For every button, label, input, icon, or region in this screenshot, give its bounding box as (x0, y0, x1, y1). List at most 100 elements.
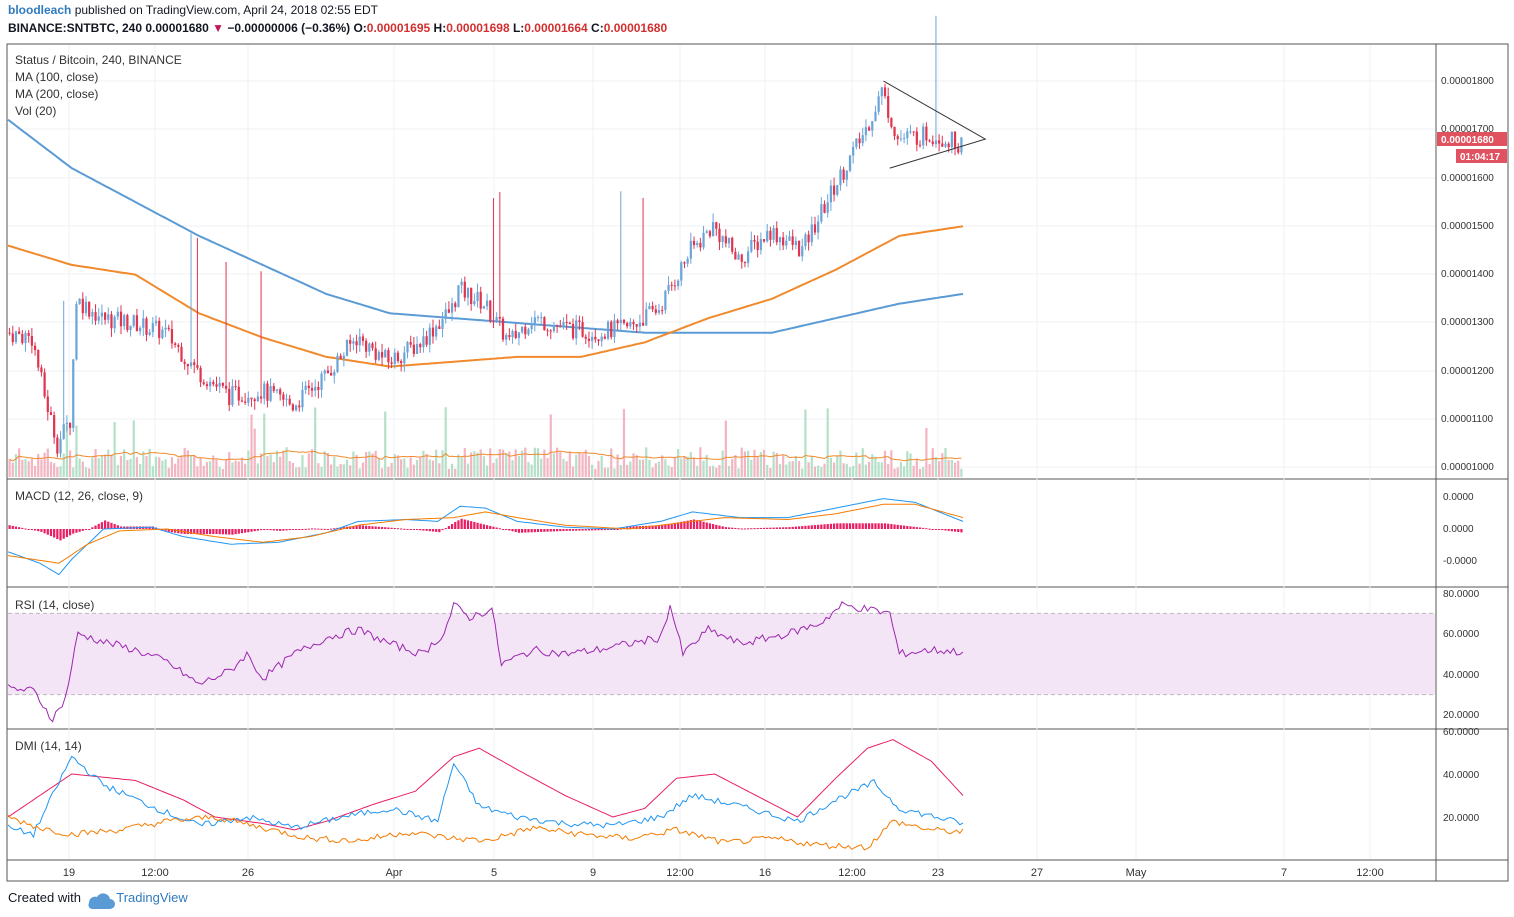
macd-histogram-bar (320, 528, 323, 530)
volume-bar (151, 466, 154, 477)
macd-histogram-bar (250, 529, 253, 532)
volume-bar (686, 456, 689, 477)
candle-body (18, 331, 21, 334)
candle-body (43, 372, 46, 397)
candle-body (562, 322, 565, 328)
candle-body (533, 317, 536, 325)
macd-histogram-bar (205, 529, 209, 535)
macd-histogram-bar (511, 529, 514, 532)
volume-bar (772, 451, 775, 477)
volume-bar (415, 459, 419, 477)
tradingview-logo-icon (88, 893, 115, 909)
volume-bar (928, 464, 931, 477)
publisher-username[interactable]: bloodleach (8, 3, 72, 17)
dmi-title: DMI (14, 14) (15, 739, 82, 753)
legend-ma100: MA (100, close) (15, 70, 98, 84)
volume-bar (180, 455, 183, 477)
macd-histogram-bar (594, 529, 597, 531)
tradingview-brand-link[interactable]: TradingView (116, 890, 188, 905)
volume-bar (925, 427, 928, 477)
macd-histogram-bar (689, 520, 692, 529)
macd-histogram-bar (613, 529, 616, 530)
macd-histogram-bar (384, 527, 387, 529)
macd-histogram-bar (727, 527, 731, 529)
macd-histogram-bar (253, 529, 256, 532)
volume-bar (24, 459, 27, 477)
candle-body (476, 291, 479, 302)
candle-body (301, 389, 304, 408)
volume-bar (578, 452, 581, 477)
candle-body (460, 281, 463, 286)
candle-body (689, 240, 692, 259)
macd-histogram-bar (887, 523, 890, 529)
rsi-band (8, 613, 1435, 695)
candle-body (734, 251, 737, 260)
macd-histogram-bar (438, 529, 441, 533)
candle-body (645, 309, 648, 326)
macd-histogram-bar (606, 529, 610, 531)
volume-bar (727, 465, 731, 477)
macd-histogram-bar (91, 527, 94, 529)
minus-di-line (7, 814, 964, 851)
candle-body (345, 339, 349, 356)
macd-histogram-bar (788, 527, 791, 529)
candle-body (425, 336, 428, 345)
macd-histogram-bar (419, 529, 422, 531)
macd-histogram-bar (536, 529, 540, 533)
price-axis[interactable]: 0.00001800 0.00001700 0.00001600 0.00001… (1437, 76, 1507, 473)
macd-histogram-bar (361, 525, 365, 529)
candle-body (110, 314, 113, 329)
candle-body (272, 386, 275, 391)
volume-bar (428, 459, 431, 477)
macd-histogram-bar (371, 526, 374, 529)
macd-histogram-bar (724, 527, 727, 529)
macd-histogram-bar (415, 529, 419, 530)
macd-histogram-bar (912, 526, 915, 529)
volume-bar (244, 463, 247, 477)
volume-bar (43, 452, 46, 477)
volume-bar (228, 452, 231, 477)
macd-histogram-bar (218, 529, 221, 535)
volume-bar (556, 447, 559, 477)
macd-histogram-bar (505, 529, 508, 530)
volume-bar (950, 459, 953, 477)
macd-histogram-bar (65, 529, 69, 538)
volume-bar (253, 428, 256, 477)
macd-histogram-bar (167, 529, 170, 532)
macd-histogram-bar (514, 529, 517, 533)
candle-body (78, 298, 81, 305)
candle-body (466, 287, 470, 298)
volume-bar (215, 459, 218, 477)
volume-bar (123, 449, 126, 477)
volume-bar (135, 457, 139, 477)
candle-body (355, 341, 358, 346)
candle-body (686, 258, 689, 264)
macd-histogram-bar (645, 525, 648, 529)
volume-bar (505, 452, 508, 477)
candle-body (899, 138, 903, 140)
macd-histogram-bar (957, 529, 960, 533)
candle-body (406, 342, 409, 353)
macd-histogram-bar (107, 521, 110, 529)
volume-bar (339, 463, 342, 477)
time-axis[interactable]: 19 12:00 26 Apr 5 9 12:00 16 12:00 23 27… (63, 867, 1384, 879)
adx-line (7, 739, 964, 831)
macd-histogram-bar (307, 528, 310, 530)
ma200-line (7, 118, 964, 334)
candle-body (906, 131, 909, 139)
macd-histogram-bar (753, 528, 756, 530)
volume-bar (692, 457, 696, 477)
rsi-tick: 20.0000 (1443, 710, 1480, 721)
candle-body (836, 185, 839, 195)
macd-histogram-bar (559, 529, 562, 532)
macd-histogram-bar (425, 529, 428, 531)
volume-bar (708, 466, 712, 477)
volume-bar (883, 450, 887, 477)
macd-histogram-bar (858, 523, 861, 529)
macd-histogram-bar (333, 528, 336, 530)
symmetrical-triangle-pattern[interactable] (883, 80, 987, 169)
candle-body (419, 344, 422, 348)
volume-bar (641, 459, 645, 477)
volume-bar (632, 453, 635, 477)
